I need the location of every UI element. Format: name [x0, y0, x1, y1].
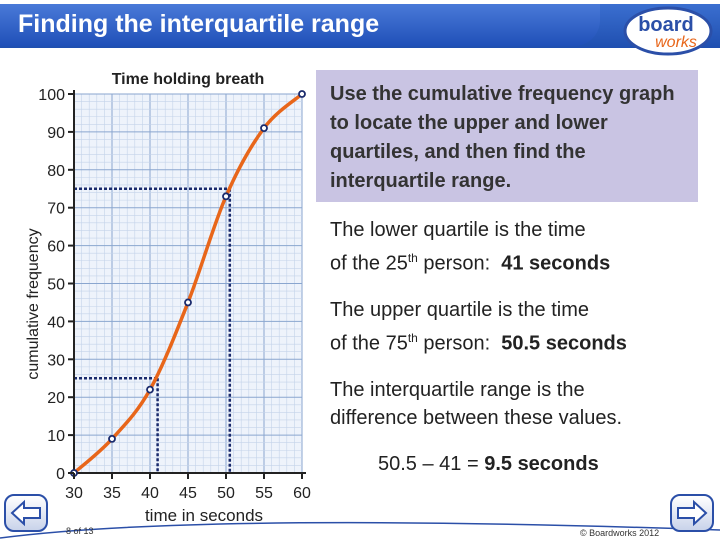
y-tick-label: 30: [47, 352, 65, 369]
lower-quartile-line1: The lower quartile is the time: [330, 219, 586, 241]
y-tick-label: 0: [56, 466, 65, 483]
tick-labels: 0 10 20 30 40 50 60 70 80 90 100 30 35 40 45 50 55 60: [38, 87, 311, 502]
x-tick-label: 30: [65, 485, 83, 502]
iqr-line2: difference between these values.: [330, 407, 623, 429]
title-bar: Finding the interquartile range: [0, 0, 720, 48]
data-point: [184, 298, 192, 307]
arrow-left-icon: [10, 499, 41, 527]
x-axis-title: time in seconds: [145, 506, 263, 525]
x-tick-label: 60: [293, 485, 311, 502]
instruction-text: Use the cumulative frequency graph to lo…: [330, 83, 675, 192]
title-strip: [0, 4, 600, 46]
data-point: [146, 385, 154, 394]
calculation-result: 9.5 seconds: [484, 453, 599, 475]
x-tick-label: 35: [103, 485, 121, 502]
y-tick-label: 50: [47, 277, 65, 294]
instruction-box: [316, 70, 698, 202]
slide-number: 8 of 13: [66, 526, 94, 536]
quartile-guides: [74, 187, 232, 473]
copyright-text: © Boardworks 2012: [580, 528, 660, 538]
page-title: Finding the interquartile range: [18, 10, 380, 38]
previous-button[interactable]: [4, 494, 48, 532]
y-tick-label: 90: [47, 125, 65, 142]
y-tick-label: 10: [47, 428, 65, 445]
next-button[interactable]: [670, 494, 714, 532]
upper-quartile-value: 50.5 seconds: [501, 332, 627, 355]
iqr-calculation: 50.5 – 41 = 9.5 seconds: [378, 450, 599, 478]
upper-quartile-text: The upper quartile is the time of the 75…: [330, 296, 627, 358]
arrow-right-icon: [677, 499, 708, 527]
chart-grid: [73, 93, 303, 474]
upper-quartile-line1: The upper quartile is the time: [330, 299, 590, 321]
upper-quartile-line2: of the 75th person: 50.5 seconds: [330, 331, 627, 355]
logo-line1: board: [638, 14, 694, 36]
lower-quartile-line2: of the 25th person: 41 seconds: [330, 251, 611, 275]
chart-title: Time holding breath: [112, 71, 265, 88]
data-point: [108, 434, 116, 443]
cumulative-frequency-chart: 0 10 20 30 40 50 60 70 80 90 100 30 35 40 45 50 55 60 Tim…: [25, 71, 311, 525]
data-point: [260, 124, 268, 133]
iqr-line1: The interquartile range is the: [330, 379, 585, 401]
lower-quartile-value: 41 seconds: [501, 252, 611, 275]
y-tick-label: 70: [47, 201, 65, 218]
y-tick-label: 80: [47, 163, 65, 180]
y-tick-label: 20: [47, 390, 65, 407]
x-tick-label: 40: [141, 485, 159, 502]
iqr-explanation: The interquartile range is the differenc…: [330, 376, 622, 432]
y-tick-label: 60: [47, 239, 65, 256]
boardworks-logo: board works: [623, 6, 713, 56]
data-point: [298, 90, 306, 98]
calculation-expression: 50.5 – 41 =: [378, 453, 485, 475]
lower-quartile-text: The lower quartile is the time of the 25…: [330, 216, 610, 278]
y-tick-label: 100: [38, 87, 65, 104]
x-tick-label: 50: [217, 485, 235, 502]
x-tick-label: 45: [179, 485, 197, 502]
logo-line2: works: [655, 34, 697, 51]
x-tick-label: 55: [255, 485, 273, 502]
y-tick-label: 40: [47, 314, 65, 331]
footer-swoosh: [0, 521, 720, 539]
data-points: [70, 90, 306, 477]
data-point: [222, 192, 230, 201]
y-axis-title: cumulative frequency: [25, 228, 42, 379]
